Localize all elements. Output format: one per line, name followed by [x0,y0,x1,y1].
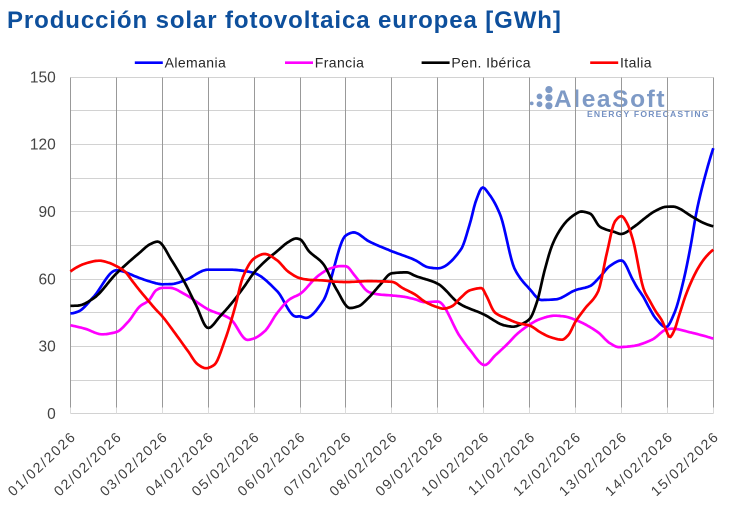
svg-text:90: 90 [39,204,57,221]
svg-text:60: 60 [39,271,57,288]
svg-text:ENERGY FORECASTING: ENERGY FORECASTING [587,109,710,119]
svg-text:120: 120 [30,137,56,154]
svg-text:AleaSoft: AleaSoft [554,86,666,113]
svg-text:Italia: Italia [620,55,652,71]
svg-text:30: 30 [39,339,57,356]
svg-text:0: 0 [47,406,56,423]
svg-text:Alemania: Alemania [165,55,227,71]
svg-text:Francia: Francia [315,55,364,71]
svg-text:Producción solar fotovoltaica: Producción solar fotovoltaica europea [G… [7,7,562,34]
svg-text:Pen. Ibérica: Pen. Ibérica [451,55,531,71]
svg-text:150: 150 [30,69,56,86]
